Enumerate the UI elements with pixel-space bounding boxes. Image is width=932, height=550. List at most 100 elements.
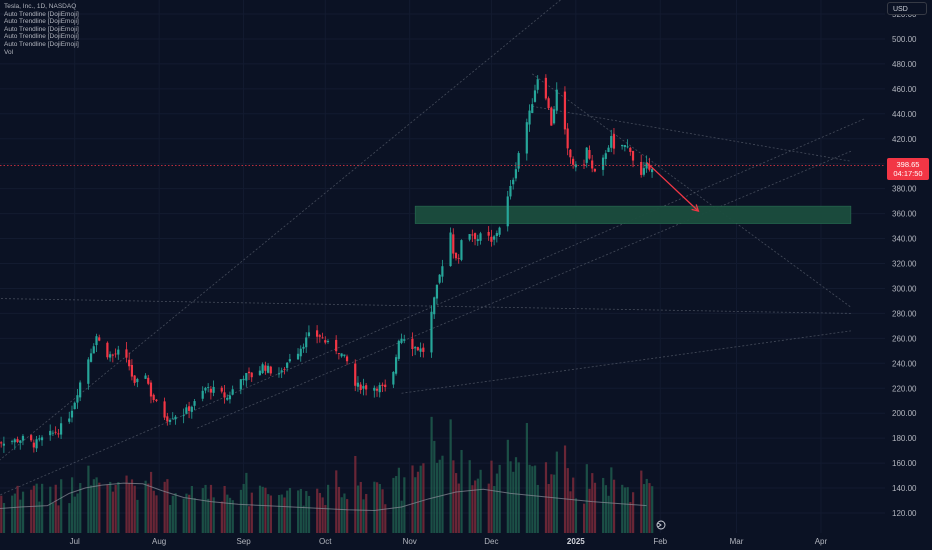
volume-bar [305, 491, 308, 533]
volume-bar [651, 486, 654, 533]
time-tick-label: Mar [730, 537, 744, 546]
candle-body [365, 385, 368, 390]
volume-label[interactable]: Vol [4, 48, 14, 56]
support-zone-layer[interactable] [414, 205, 852, 224]
volume-layer [0, 416, 654, 533]
candle-body [136, 378, 139, 383]
volume-bar [359, 481, 362, 533]
volume-bar [430, 416, 433, 533]
volume-bar [433, 440, 436, 533]
candle-body [51, 432, 55, 434]
volume-bar [476, 478, 479, 533]
volume-bar [403, 477, 406, 533]
volume-bar [19, 499, 22, 533]
volume-bar [422, 463, 425, 533]
volume-bar [602, 477, 605, 533]
currency-selector[interactable]: USD [887, 2, 927, 15]
candle-body [435, 284, 439, 299]
volume-bar [13, 493, 16, 533]
indicator-label[interactable]: Auto Trendline [DojiEmoji] [4, 10, 79, 18]
candle-body [79, 382, 82, 398]
candle-body [321, 337, 324, 339]
candle-body [250, 372, 253, 378]
candle-body [340, 353, 343, 357]
indicator-label[interactable]: Auto Trendline [DojiEmoji] [4, 18, 79, 26]
volume-bar [498, 464, 501, 533]
indicator-label[interactable]: Auto Trendline [DojiEmoji] [4, 25, 79, 33]
volume-bar [128, 482, 131, 533]
candle-body [277, 373, 281, 375]
volume-bar [487, 483, 490, 533]
candle-body [16, 439, 19, 443]
volume-bar [474, 480, 477, 533]
indicator-label[interactable]: Auto Trendline [DojiEmoji] [4, 33, 79, 41]
bar-countdown: 04:17:50 [893, 169, 923, 178]
volume-bar [376, 482, 379, 533]
volume-bar [130, 479, 134, 533]
candle-body [392, 371, 395, 385]
candle-body [76, 395, 79, 403]
candle-body [533, 90, 537, 102]
candle-body [299, 348, 302, 357]
chart-legend: Tesla, Inc., 1D, NASDAQ Auto Trendline [… [4, 3, 79, 56]
candle-body [89, 353, 93, 362]
candle-body [223, 392, 226, 398]
candle-body [356, 382, 360, 387]
volume-bar [136, 499, 139, 533]
candle-body [10, 441, 14, 443]
symbol-title[interactable]: Tesla, Inc., 1D, NASDAQ [4, 3, 77, 10]
volume-bar [258, 485, 262, 533]
candle-body [343, 354, 346, 356]
volume-bar [343, 493, 346, 533]
volume-bar [109, 481, 112, 533]
candle-body [419, 348, 422, 352]
volume-bar [245, 472, 248, 533]
volume-bar [435, 462, 439, 533]
replay-icon-arrow [657, 522, 662, 528]
candle-layer[interactable] [0, 74, 654, 453]
volume-bar [373, 481, 376, 533]
candle-body [283, 368, 286, 370]
volume-bar [495, 473, 499, 533]
candle-body [490, 236, 493, 242]
indicator-label[interactable]: Auto Trendline [DojiEmoji] [4, 40, 79, 48]
candle-body [403, 339, 406, 341]
candle-body [454, 252, 458, 259]
candle-body [495, 233, 498, 236]
volume-bar [117, 482, 120, 533]
candle-body [381, 384, 384, 386]
candle-body [335, 339, 338, 352]
auto-trendline [532, 73, 852, 308]
candle-body [190, 406, 193, 412]
volume-bar [550, 474, 553, 533]
volume-bar [267, 494, 270, 533]
replay-icon [656, 520, 666, 530]
volume-bar [528, 464, 531, 533]
volume-bar [149, 471, 153, 533]
candle-body [414, 347, 417, 349]
candle-body [117, 349, 120, 355]
volume-bar [288, 487, 292, 533]
candle-body [174, 416, 177, 420]
price-tick-label: 420.00 [892, 135, 917, 144]
candle-body [182, 415, 185, 417]
volume-bar [193, 498, 196, 533]
volume-bar [38, 501, 41, 533]
volume-bar [70, 477, 74, 533]
volume-bar [286, 490, 289, 533]
candle-body [30, 435, 33, 441]
candle-body [57, 433, 60, 435]
price-tick-label: 160.00 [892, 459, 917, 468]
candle-body [517, 153, 520, 169]
volume-bar [11, 495, 14, 533]
candle-body [59, 423, 63, 435]
replay-icon-circle [656, 520, 666, 530]
candle-body [642, 168, 646, 175]
candle-body [32, 442, 35, 448]
candle-body [362, 386, 365, 389]
time-tick-label: Apr [815, 537, 828, 546]
candle-body [220, 387, 223, 392]
volume-bar [277, 495, 281, 533]
